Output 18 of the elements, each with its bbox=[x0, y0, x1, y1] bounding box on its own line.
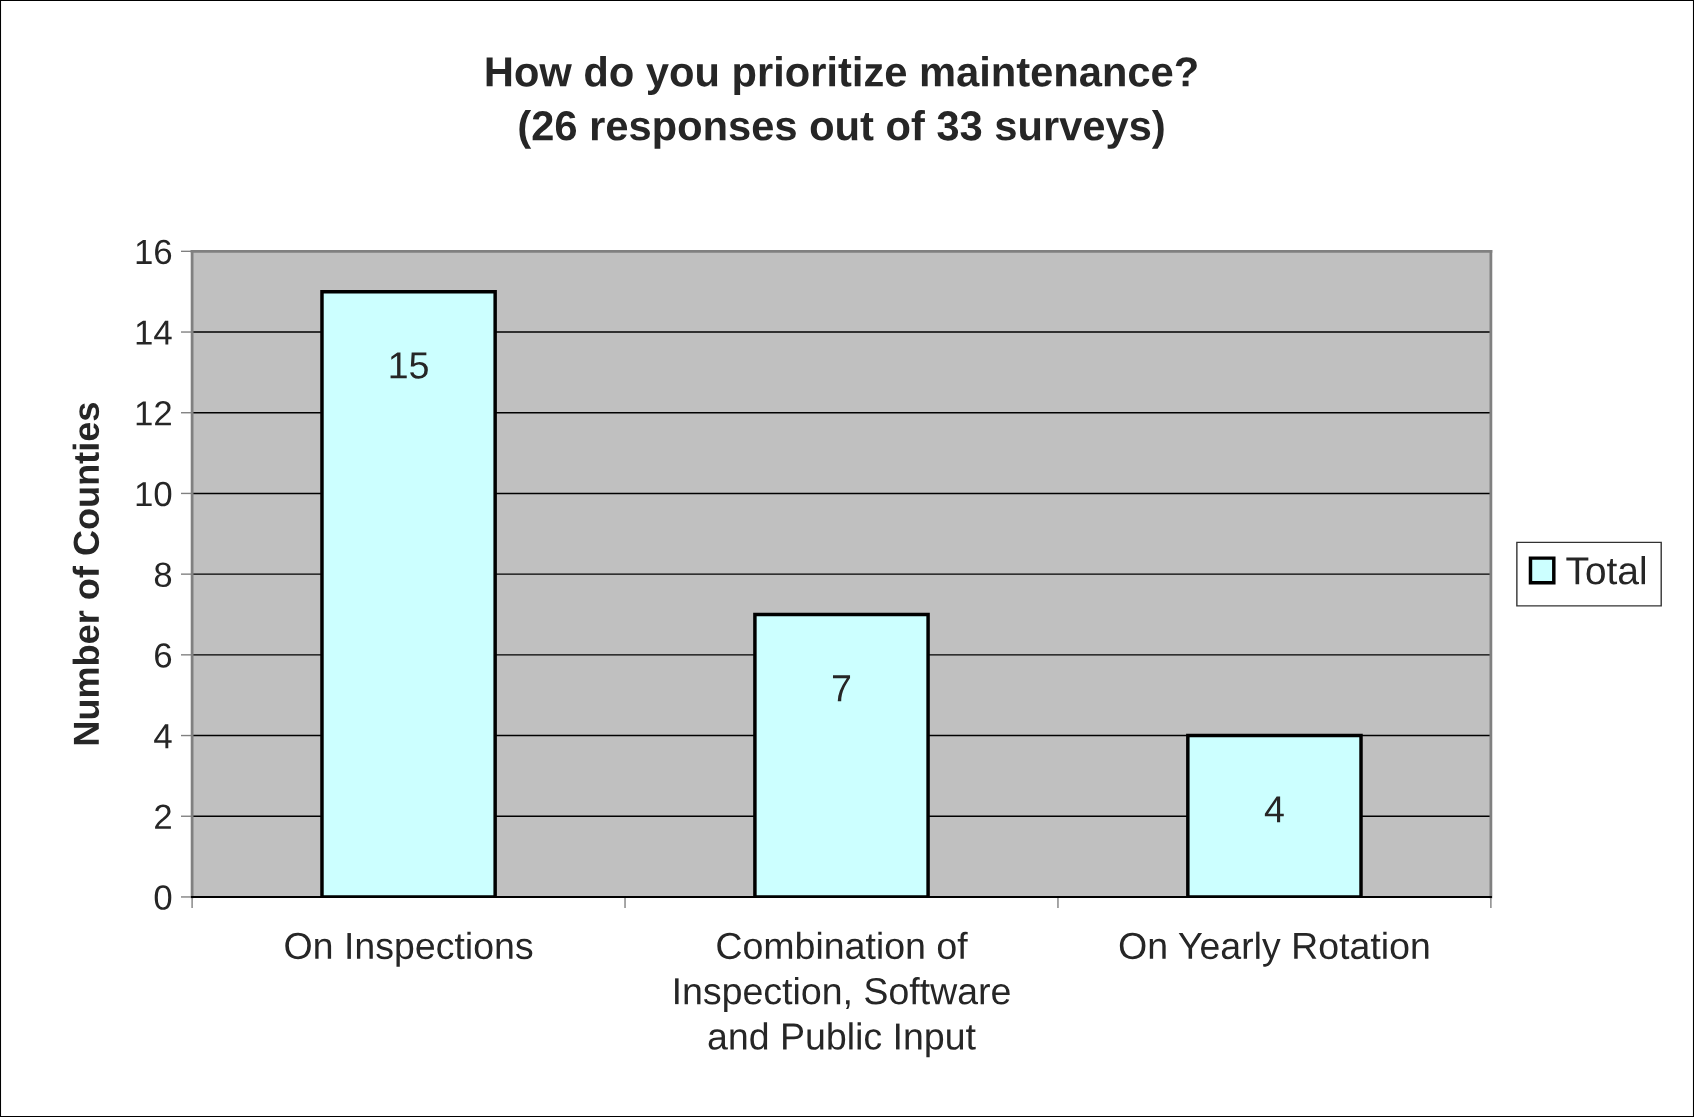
y-axis-title: Number of Counties bbox=[72, 403, 100, 745]
y-tick-label: 12 bbox=[136, 401, 171, 426]
y-tick-label: 14 bbox=[136, 320, 172, 345]
y-tick-label: 2 bbox=[155, 804, 171, 829]
data-label: 7 bbox=[832, 675, 851, 702]
y-tick-label: 6 bbox=[155, 643, 172, 668]
x-tick-label: On Yearly Rotation bbox=[1119, 931, 1429, 967]
y-tick-label: 4 bbox=[154, 724, 172, 749]
y-tick-label: 8 bbox=[154, 562, 172, 588]
data-label: 15 bbox=[390, 352, 428, 379]
data-label: 4 bbox=[1264, 796, 1284, 823]
legend-label: Total bbox=[1566, 556, 1646, 585]
y-tick-label: 0 bbox=[154, 885, 172, 910]
y-tick-label: 16 bbox=[136, 239, 172, 265]
x-tick-label: On Inspections bbox=[285, 931, 533, 967]
chart-title: How do you prioritize maintenance? (26 responses out of 33 surveys) bbox=[486, 56, 1197, 149]
x-tick-label: Combination of Inspection, Software and Public Input bbox=[675, 931, 1010, 1058]
y-tick-label: 10 bbox=[136, 481, 172, 507]
